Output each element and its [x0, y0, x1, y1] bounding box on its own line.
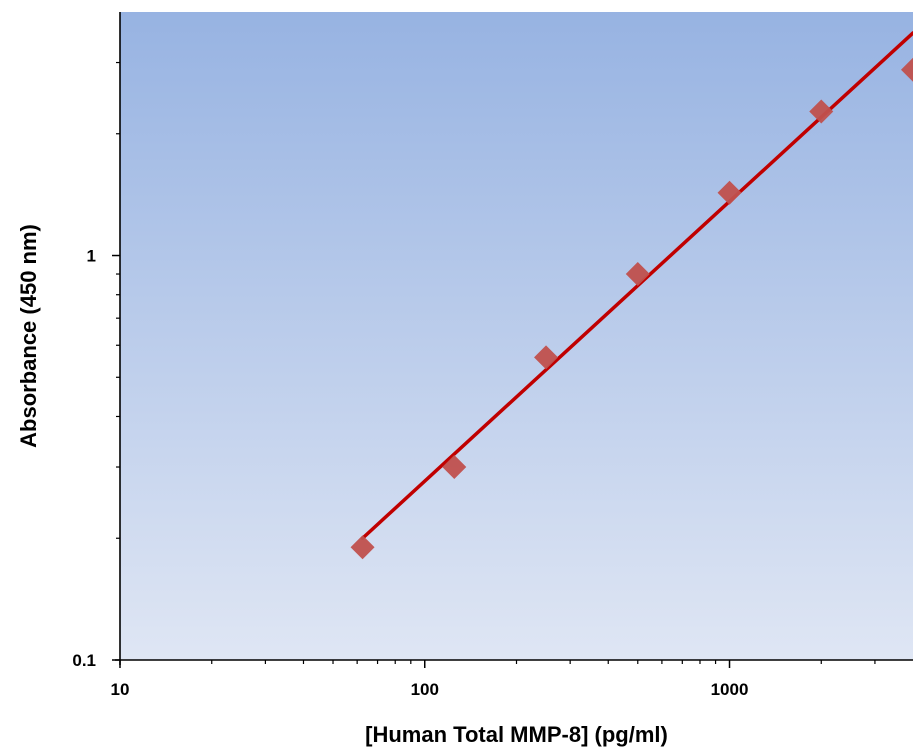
data-point	[717, 180, 742, 205]
x-axis-title: [Human Total MMP-8] (pg/ml)	[365, 722, 668, 747]
data-point	[534, 345, 559, 370]
y-axis: 0.11	[72, 12, 121, 670]
data-point	[350, 535, 375, 560]
y-tick-label: 0.1	[72, 651, 96, 670]
data-point	[901, 57, 913, 82]
y-tick-label: 1	[87, 247, 96, 266]
x-tick-label: 1000	[711, 680, 749, 699]
data-point	[442, 455, 467, 480]
x-axis: 10 100 1000	[111, 659, 913, 699]
x-tick-label: 10	[111, 680, 130, 699]
data-points-layer	[350, 57, 913, 560]
y-axis-title: Absorbance (450 nm)	[16, 224, 41, 448]
data-point	[625, 262, 650, 287]
x-tick-label: 100	[411, 680, 439, 699]
plot-area	[120, 12, 913, 660]
data-point	[809, 99, 834, 124]
